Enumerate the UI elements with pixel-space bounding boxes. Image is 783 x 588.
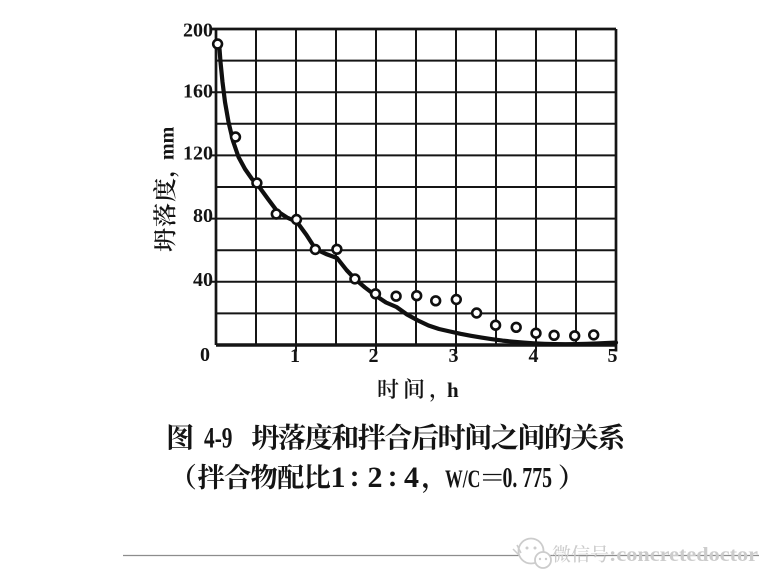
svg-text:40: 40 — [193, 269, 213, 291]
svg-text:1: 1 — [331, 461, 346, 494]
svg-text:4-9: 4-9 — [204, 422, 233, 455]
svg-text:4: 4 — [404, 461, 419, 494]
svg-text:0. 775: 0. 775 — [503, 463, 553, 494]
svg-text:mm: mm — [157, 126, 179, 160]
svg-text:5: 5 — [608, 345, 618, 367]
svg-text:120: 120 — [183, 143, 213, 165]
svg-text::concretedoctor: :concretedoctor — [609, 545, 758, 566]
svg-text:4: 4 — [529, 345, 539, 367]
svg-text:3: 3 — [449, 345, 459, 367]
svg-text:0: 0 — [200, 344, 210, 366]
svg-text:80: 80 — [193, 205, 213, 227]
svg-text:h: h — [447, 378, 459, 402]
svg-text:2: 2 — [368, 461, 383, 494]
svg-text:160: 160 — [183, 81, 213, 103]
svg-text:2: 2 — [369, 345, 379, 367]
svg-text:200: 200 — [183, 20, 213, 42]
svg-text:1: 1 — [290, 345, 300, 367]
svg-text:W/C: W/C — [445, 466, 481, 493]
